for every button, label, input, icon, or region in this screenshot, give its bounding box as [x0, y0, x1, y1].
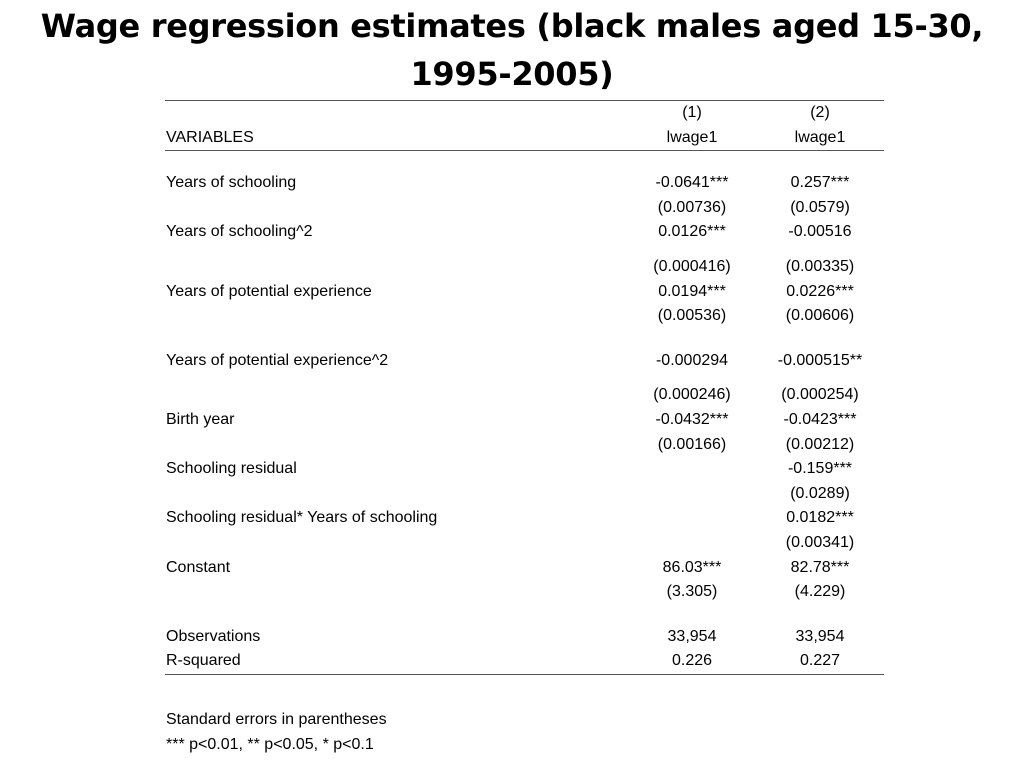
- se-cell: (3.305): [666, 583, 718, 601]
- header-variables-label: VARIABLES: [165, 125, 628, 152]
- spacer-row: [165, 329, 884, 349]
- table-row: Years of schooling^2 0.0126*** -0.00516: [165, 220, 884, 245]
- row-label: R-squared: [165, 649, 628, 675]
- stat-cell: 0.227: [756, 649, 884, 675]
- coef-cell: 0.0194***: [658, 282, 726, 300]
- coef-cell: 0.0226***: [786, 282, 854, 300]
- header-col-number-1: (1): [628, 99, 756, 126]
- coef-cell: -0.0432***: [655, 410, 729, 428]
- se-cell: (0.00335): [785, 257, 855, 275]
- se-cell: (0.000246): [653, 386, 731, 404]
- table-row: Years of potential experience 0.0194*** …: [165, 280, 884, 305]
- table-row: Constant 86.03*** 82.78***: [165, 556, 884, 581]
- slide-title: Wage regression estimates (black males a…: [0, 2, 1024, 98]
- se-cell: (0.00341): [785, 533, 855, 551]
- se-cell: (0.0579): [790, 198, 850, 216]
- coef-cell: -0.000515**: [777, 351, 863, 369]
- coef-cell: [628, 506, 756, 531]
- se-cell: (0.000416): [653, 257, 731, 275]
- header-col-number-2: (2): [756, 99, 884, 126]
- header-empty-cell: [165, 99, 628, 126]
- slide-title-line-1: Wage regression estimates (black males a…: [40, 7, 984, 45]
- stat-cell: 33,954: [667, 627, 717, 645]
- se-cell: (0.00536): [657, 307, 727, 325]
- table-row-se: (0.000416) (0.00335): [165, 255, 884, 280]
- table-row-se: (0.00341): [165, 531, 884, 556]
- coef-cell: 0.257***: [790, 174, 850, 192]
- coef-cell: 0.0182***: [786, 509, 854, 527]
- slide-title-line-2: 1995-2005): [410, 55, 614, 93]
- table-row: Schooling residual* Years of schooling 0…: [165, 506, 884, 531]
- spacer-row: [165, 151, 884, 172]
- table-row: Birth year -0.0432*** -0.0423***: [165, 408, 884, 433]
- stats-row-r-squared: R-squared 0.226 0.227: [165, 649, 884, 675]
- header-row-col-numbers: (1) (2): [165, 99, 884, 126]
- se-cell: (0.00606): [785, 307, 855, 325]
- coef-cell: 86.03***: [662, 558, 722, 576]
- row-label: Observations: [166, 627, 261, 645]
- row-label: Years of potential experience^2: [166, 351, 389, 369]
- spacer-row: [165, 605, 884, 625]
- table-row-se: (3.305) (4.229): [165, 580, 884, 605]
- coef-cell: -0.0423***: [783, 410, 857, 428]
- se-cell: (0.0289): [790, 484, 850, 502]
- stats-row-observations: Observations 33,954 33,954: [165, 625, 884, 650]
- table-row: Schooling residual -0.159***: [165, 457, 884, 482]
- table-row: Years of potential experience^2 -0.00029…: [165, 349, 884, 374]
- table-row-se: (0.00536) (0.00606): [165, 304, 884, 329]
- se-cell: [628, 531, 756, 556]
- table-row-se: (0.000246) (0.000254): [165, 383, 884, 408]
- row-label: Birth year: [166, 410, 235, 428]
- se-cell: [628, 482, 756, 507]
- se-cell: (0.000254): [781, 386, 859, 404]
- se-cell: (0.00736): [657, 198, 727, 216]
- row-label: Constant: [166, 558, 231, 576]
- regression-table: (1) (2) VARIABLES lwage1 lwage1 Years of…: [165, 99, 884, 675]
- table-row-se: (0.0289): [165, 482, 884, 507]
- spacer-row: [165, 245, 884, 255]
- se-cell: (0.00212): [785, 435, 855, 453]
- se-cell: (4.229): [794, 583, 846, 601]
- table-notes: Standard errors in parentheses *** p<0.0…: [166, 708, 387, 757]
- spacer-row: [165, 373, 884, 383]
- row-label: Years of schooling: [166, 174, 297, 192]
- coef-cell: -0.159***: [787, 460, 853, 478]
- coef-cell: -0.000294: [655, 351, 729, 369]
- note-significance-levels: *** p<0.01, ** p<0.05, * p<0.1: [166, 735, 374, 753]
- row-label: Years of schooling^2: [166, 223, 313, 241]
- row-label: Schooling residual* Years of schooling: [166, 509, 438, 527]
- table-row-se: (0.00166) (0.00212): [165, 433, 884, 458]
- coef-cell: 82.78***: [790, 558, 850, 576]
- stat-cell: 0.226: [628, 649, 756, 675]
- coef-cell: 0.0126***: [658, 223, 726, 241]
- coef-cell: -0.0641***: [655, 174, 729, 192]
- header-dep-var-2: lwage1: [756, 125, 884, 152]
- regression-table-container: (1) (2) VARIABLES lwage1 lwage1 Years of…: [165, 99, 884, 675]
- se-cell: (0.00166): [657, 435, 727, 453]
- coef-cell: -0.00516: [788, 223, 852, 241]
- coef-cell: [628, 457, 756, 482]
- table-row-se: (0.00736) (0.0579): [165, 196, 884, 221]
- stat-cell: 33,954: [795, 627, 845, 645]
- row-label: Years of potential experience: [166, 282, 372, 300]
- row-label: Schooling residual: [166, 460, 297, 478]
- header-row-dep-vars: VARIABLES lwage1 lwage1: [165, 125, 884, 152]
- table-row: Years of schooling -0.0641*** 0.257***: [165, 171, 884, 196]
- header-dep-var-1: lwage1: [628, 125, 756, 152]
- note-standard-errors: Standard errors in parentheses: [166, 711, 387, 728]
